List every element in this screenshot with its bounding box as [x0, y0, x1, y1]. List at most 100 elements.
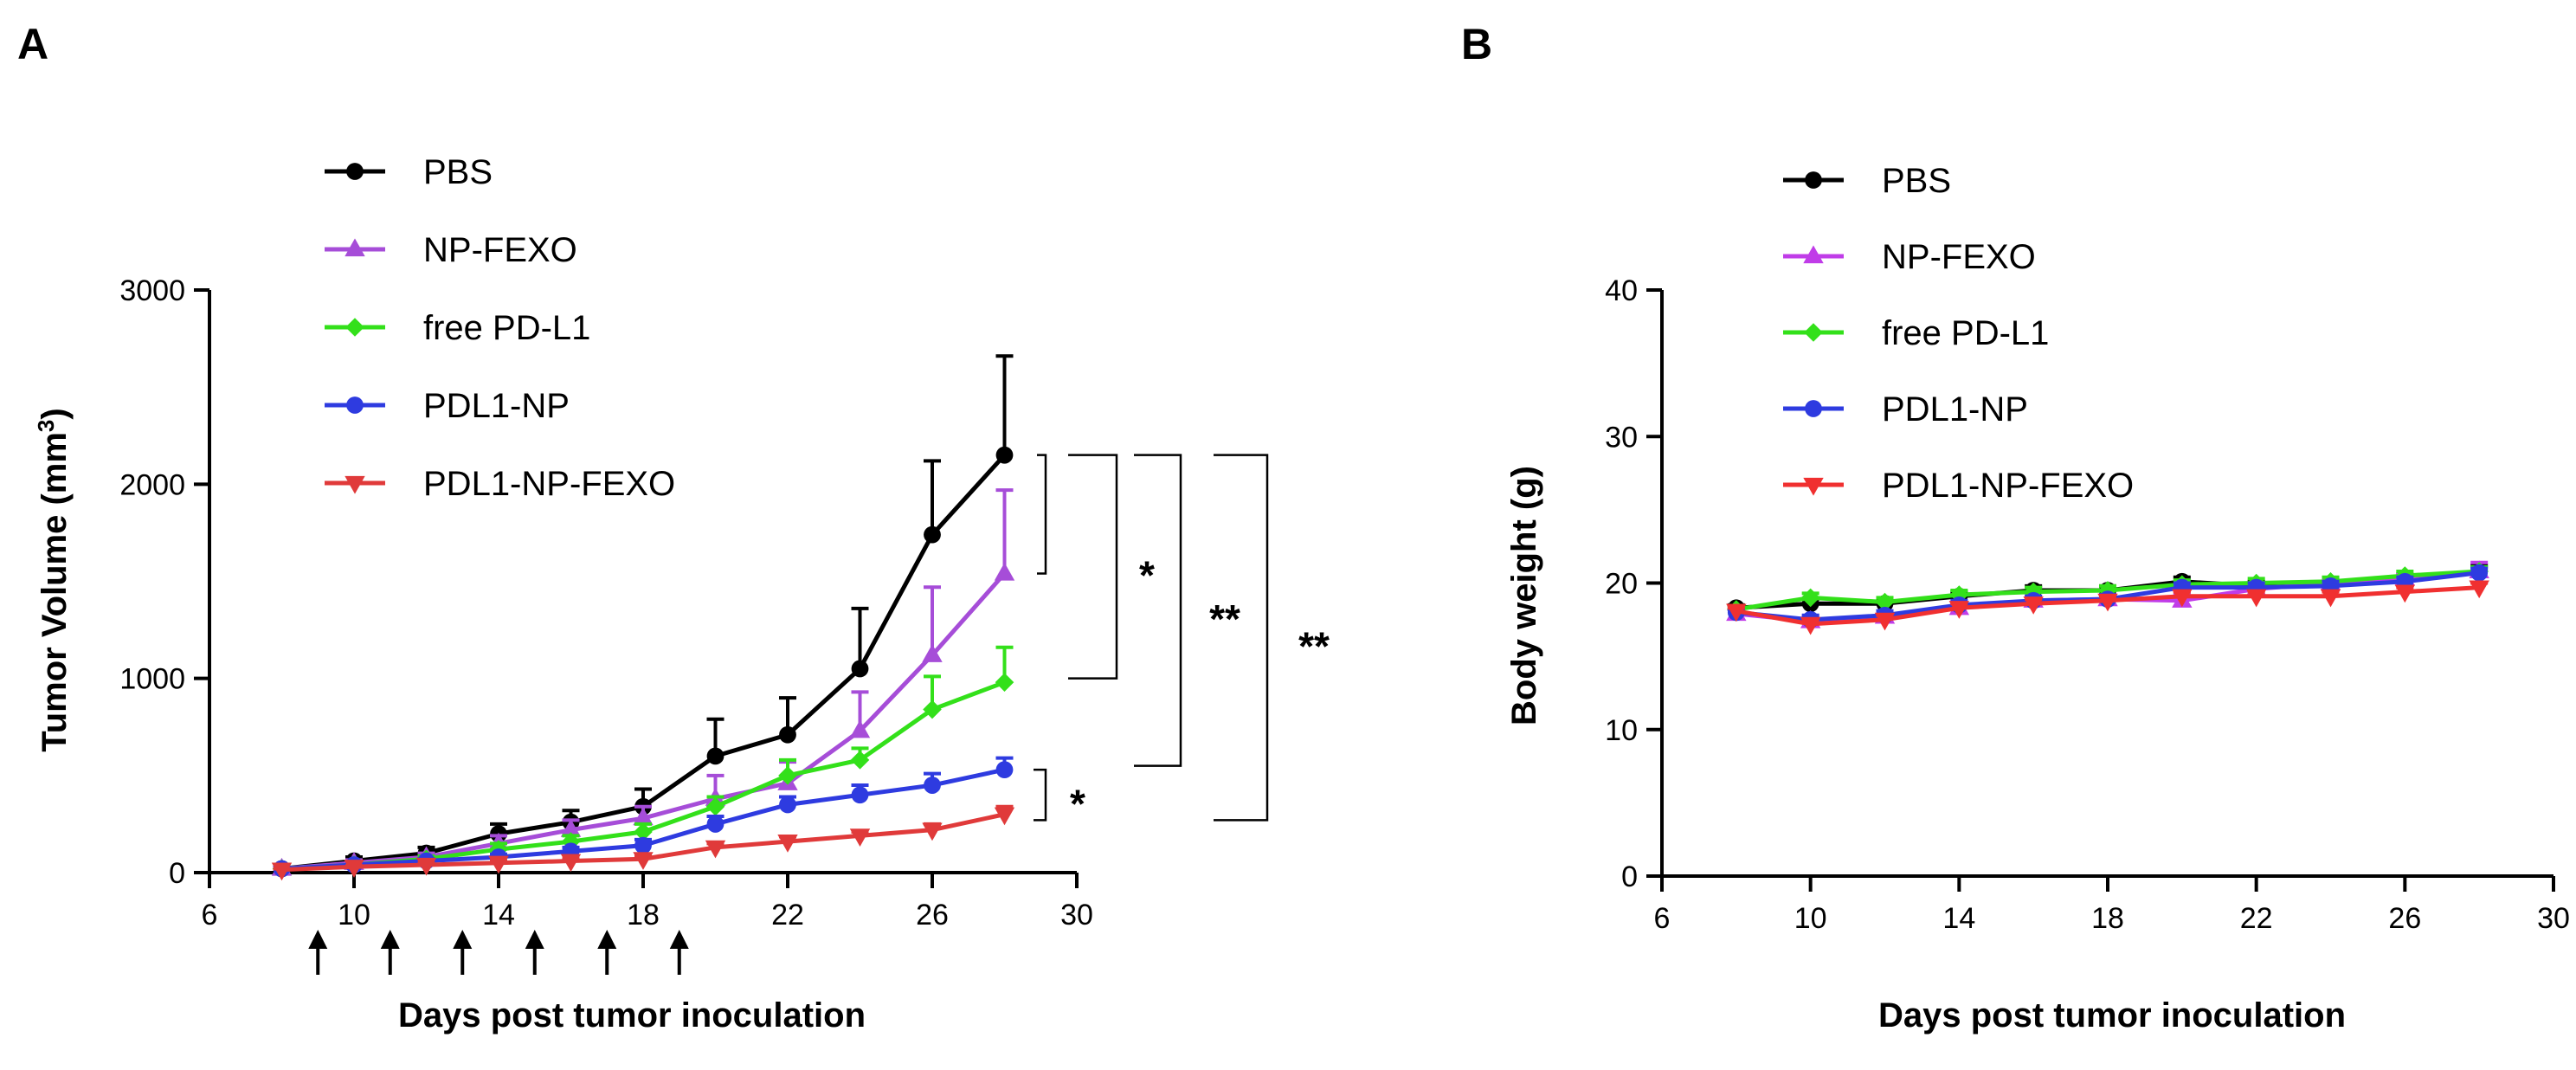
- panel-b-legend-marker: [1803, 477, 1824, 496]
- panel-a-significance: ******: [1034, 454, 1330, 826]
- panel-b-y-tick-label: 40: [1605, 274, 1638, 307]
- panel-a-data-point: [706, 747, 724, 765]
- panel-b-legend: PBS NP-FEXO free PD-L1 PDL1-NP PDL1-NP-FEXO: [1783, 162, 2134, 505]
- panel-b-data-point: [1800, 616, 1821, 635]
- panel-a-x-tick-label: 6: [202, 899, 218, 931]
- panel-a-data-point: [560, 819, 582, 837]
- panel-b-body-weight-chart: 6 10 14 18 22 26 30 0 10 20 30 40 PBS NP-FEXO free PD…: [1505, 162, 2570, 1035]
- panel-a-data-point: [488, 855, 509, 874]
- dose-arrow-head: [453, 930, 473, 949]
- dose-arrow: [525, 930, 544, 975]
- panel-a-legend-marker: [346, 163, 364, 180]
- panel-b-x-tick-label: 30: [2537, 902, 2570, 935]
- panel-b-x-tick-label: 26: [2388, 902, 2421, 935]
- significance-label: *: [1070, 781, 1085, 826]
- panel-a-legend-marker: [346, 396, 364, 414]
- panel-a-y-axis-title-main: Tumor Volume (mm: [35, 432, 74, 752]
- panel-a-legend-label: free PD-L1: [423, 309, 590, 347]
- panel-b-legend-item: PDL1-NP-FEXO: [1783, 467, 2134, 505]
- panel-a-x-tick-label: 18: [627, 899, 660, 931]
- panel-a-series-pbs: [273, 354, 1014, 878]
- panel-a-data-point: [994, 562, 1015, 581]
- panel-b-data-point: [1874, 612, 1896, 631]
- dose-arrow-head: [380, 930, 400, 949]
- panel-a-legend-label: PBS: [423, 153, 493, 191]
- panel-a-legend-label: PDL1-NP-FEXO: [423, 465, 675, 503]
- panel-a-data-point: [923, 699, 942, 719]
- panel-a-data-point: [634, 836, 652, 854]
- dose-arrow-head: [669, 930, 689, 949]
- panel-a-y-tick-label: 1000: [119, 663, 185, 696]
- significance-bracket: **: [1134, 454, 1240, 767]
- panel-a-data-point: [849, 828, 871, 847]
- dose-arrow-head: [525, 930, 544, 949]
- panel-b-data-point: [2469, 580, 2489, 599]
- panel-a-axes: 6 10 14 18 22 26 30 0 1000 2000 3000: [119, 274, 1093, 931]
- significance-bracket: [1037, 454, 1047, 575]
- significance-bracket: *: [1034, 768, 1085, 826]
- panel-a-data-point: [924, 777, 941, 794]
- panel-b-x-tick-label: 14: [1942, 902, 1975, 935]
- panel-a-data-point: [778, 766, 797, 785]
- panel-b-series-pdl1-np-fexo: [1726, 580, 2489, 635]
- panel-a-x-tick-label: 10: [338, 899, 370, 931]
- significance-label: *: [1139, 553, 1155, 598]
- panel-b-data-point: [2172, 589, 2193, 608]
- significance-bracket-line: [1214, 454, 1269, 822]
- panel-a-data-point: [995, 673, 1014, 692]
- panel-a-series-np-fexo: [271, 488, 1015, 876]
- panel-a-x-tick-label: 30: [1060, 899, 1093, 931]
- panel-b-x-tick-label: 10: [1794, 902, 1827, 935]
- panel-b-data-point: [2394, 584, 2416, 603]
- panel-b-legend-label: PDL1-NP-FEXO: [1882, 467, 2134, 505]
- panel-a-data-point: [779, 725, 796, 744]
- panel-a-x-tick-label: 22: [771, 899, 804, 931]
- panel-a-data-point: [344, 860, 364, 878]
- panel-a-x-tick-label: 26: [916, 899, 949, 931]
- dose-arrow-head: [308, 930, 328, 949]
- panel-a-legend-item: PBS: [325, 153, 493, 191]
- panel-b-series: [1726, 560, 2489, 635]
- panel-b-x-axis-title: Days post tumor inoculation: [1878, 996, 2346, 1035]
- panel-b-legend-item: PBS: [1783, 162, 1951, 200]
- panel-a-data-point: [922, 644, 943, 662]
- panel-a-y-axis-title: Tumor Volume (mm3): [33, 408, 74, 751]
- panel-a-data-point: [850, 751, 870, 770]
- panel-a-y-tick-label: 2000: [119, 468, 185, 501]
- dose-arrow: [380, 930, 400, 975]
- panel-a-letter: A: [17, 20, 48, 68]
- panel-b-legend-marker: [1803, 245, 1824, 264]
- panel-b-legend-marker: [1805, 400, 1822, 417]
- panel-b-data-point: [1800, 588, 1820, 608]
- panel-b-legend-marker: [1805, 171, 1822, 189]
- panel-b-legend-marker: [1804, 323, 1823, 342]
- significance-bracket: **: [1214, 454, 1330, 822]
- panel-b-x-tick-label: 22: [2240, 902, 2273, 935]
- panel-b-x-tick-label: 18: [2091, 902, 2124, 935]
- panel-b-legend-label: free PD-L1: [1882, 314, 2049, 352]
- panel-a-x-axis-title: Days post tumor inoculation: [398, 996, 866, 1035]
- panel-b-data-point: [2470, 564, 2489, 582]
- panel-a-data-point: [271, 862, 293, 881]
- panel-a-y-axis-title-close: ): [35, 408, 74, 419]
- panel-a-data-point: [851, 660, 869, 678]
- panel-a-data-point: [415, 857, 437, 876]
- panel-a-data-point: [560, 854, 582, 873]
- panel-a-data-point: [849, 719, 871, 738]
- panel-a-data-point: [705, 796, 725, 816]
- dose-arrow: [669, 930, 689, 975]
- panel-b-data-point: [1948, 601, 1970, 619]
- dose-arrow: [308, 930, 328, 975]
- panel-b-axes: 6 10 14 18 22 26 30 0 10 20 30 40: [1605, 274, 2570, 935]
- panel-b-y-axis-title: Body weight (g): [1505, 466, 1543, 725]
- panel-b-data-point: [1875, 592, 1895, 612]
- panel-b-legend-label: NP-FEXO: [1882, 238, 2036, 276]
- panel-a-legend-item: PDL1-NP-FEXO: [325, 465, 675, 503]
- panel-a-data-point: [633, 852, 654, 870]
- panel-b-data-point: [2097, 593, 2118, 612]
- panel-a-x-tick-label: 14: [482, 899, 515, 931]
- significance-bracket-line: [1037, 454, 1047, 575]
- panel-b-y-tick-label: 10: [1605, 714, 1638, 747]
